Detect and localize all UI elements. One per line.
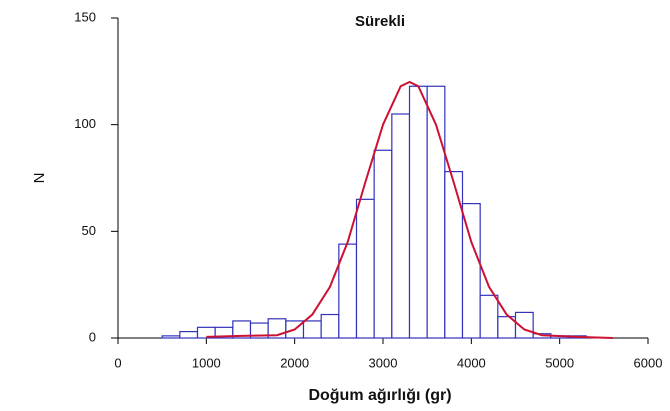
x-tick-label: 0 xyxy=(114,355,121,370)
bar xyxy=(161,335,181,339)
bar xyxy=(302,320,322,339)
bar xyxy=(461,203,481,339)
x-tick-label: 2000 xyxy=(280,355,309,370)
y-tick-label: 50 xyxy=(82,223,96,238)
x-tick-label: 6000 xyxy=(634,355,663,370)
x-tick-label: 3000 xyxy=(369,355,398,370)
x-tick-label: 4000 xyxy=(457,355,486,370)
chart-title: Sürekli xyxy=(355,13,405,30)
bar xyxy=(408,85,428,339)
y-tick-label: 0 xyxy=(89,329,96,344)
bar xyxy=(320,313,340,339)
x-tick-label: 1000 xyxy=(192,355,221,370)
x-axis-label: Doğum ağırlığı (gr) xyxy=(308,387,451,404)
y-axis-label: N xyxy=(31,173,48,184)
bar xyxy=(179,331,199,339)
y-tick-label: 100 xyxy=(74,116,96,131)
bar xyxy=(355,198,375,339)
bar xyxy=(391,113,411,339)
bar xyxy=(373,149,393,339)
fit-curve xyxy=(206,80,613,339)
x-tick-label: 5000 xyxy=(545,355,574,370)
bar xyxy=(479,294,499,339)
bar xyxy=(444,171,464,339)
y-tick-label: 150 xyxy=(74,9,96,24)
